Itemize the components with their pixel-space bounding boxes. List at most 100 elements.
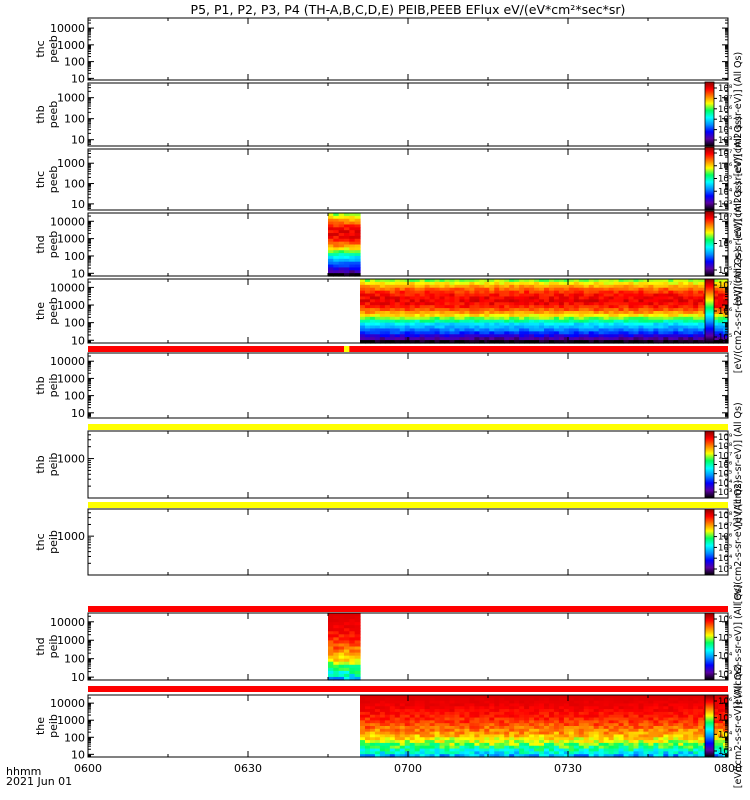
spectrogram-cell	[519, 322, 525, 327]
spectrogram-cell	[449, 337, 456, 341]
spectrogram-cell	[673, 720, 679, 724]
spectrogram-cell	[563, 706, 570, 710]
spectrogram-cell	[394, 293, 401, 298]
spectrogram-cell	[354, 264, 361, 269]
spectrogram-cell	[638, 290, 645, 295]
spectrogram-cell	[328, 622, 334, 626]
spectrogram-cell	[558, 299, 565, 303]
spectrogram-cell	[723, 313, 729, 318]
spectrogram-cell	[434, 302, 441, 306]
spectrogram-cell	[509, 281, 515, 286]
spectrogram-cell	[434, 740, 441, 744]
spectrogram-cell	[623, 734, 630, 738]
spectrogram-cell	[424, 340, 431, 344]
spectrogram-panel	[87, 508, 729, 576]
spectrogram-cell	[558, 328, 565, 332]
spectrogram-cell	[504, 334, 510, 338]
spectrogram-cell	[333, 652, 340, 657]
spectrogram-cell	[548, 723, 555, 727]
spectrogram-cell	[379, 714, 386, 719]
spectrogram-cell	[673, 299, 679, 303]
spectrogram-cell	[394, 740, 401, 744]
spectrogram-cell	[434, 723, 441, 727]
spectrogram-cell	[404, 726, 411, 730]
spectrogram-cell	[663, 742, 669, 747]
spectrogram-cell	[494, 331, 500, 335]
y-tick-label: 1000	[57, 157, 85, 170]
spectrogram-cell	[494, 697, 500, 702]
spectrogram-cell	[573, 740, 580, 744]
spectrogram-cell	[479, 728, 485, 733]
spectrogram-cell	[608, 308, 615, 312]
spectrogram-cell	[469, 706, 475, 710]
spectrogram-cell	[578, 706, 585, 710]
spectrogram-cell	[534, 751, 540, 755]
spectrogram-cell	[598, 322, 605, 327]
spectrogram-cell	[434, 334, 441, 338]
spectrogram-cell	[673, 754, 679, 758]
spectrogram-cell	[623, 745, 630, 750]
spectrogram-cell	[713, 308, 719, 312]
spectrogram-cell	[553, 311, 560, 315]
spectrogram-cell	[548, 287, 555, 292]
spectrogram-cell	[509, 337, 515, 341]
spectrogram-cell	[568, 279, 575, 283]
spectrogram-cell	[578, 717, 585, 721]
spectrogram-cell	[328, 625, 334, 629]
spectrogram-cell	[364, 284, 371, 289]
spectrogram-cell	[539, 728, 545, 733]
spectrogram-cell	[653, 751, 659, 755]
spectrogram-cell	[603, 340, 610, 344]
spectrogram-cell	[519, 711, 525, 716]
spectrogram-cell	[509, 740, 515, 744]
spectrogram-cell	[389, 751, 396, 755]
spectrogram-cell	[414, 325, 421, 330]
spectrogram-cell	[628, 302, 635, 306]
spectrogram-cell	[633, 720, 640, 724]
spectrogram-cell	[364, 340, 371, 344]
spectrogram-cell	[444, 751, 451, 755]
spectrogram-cell	[474, 695, 480, 699]
spectrogram-cell	[638, 337, 645, 341]
spectrogram-cell	[688, 331, 694, 335]
spectrogram-cell	[414, 740, 421, 744]
spectrogram-cell	[379, 334, 386, 338]
spectrogram-cell	[504, 299, 510, 303]
spectrogram-cell	[688, 287, 694, 292]
spectrogram-cell	[608, 703, 615, 707]
spectrogram-cell	[688, 302, 694, 306]
spectrogram-cell	[399, 308, 406, 312]
spectrogram-cell	[653, 703, 659, 707]
spectrogram-cell	[553, 728, 560, 733]
spectrogram-cell	[469, 697, 475, 702]
spectrogram-cell	[419, 723, 426, 727]
spectrogram-cell	[429, 720, 436, 724]
spectrogram-cell	[723, 328, 729, 332]
spectrogram-cell	[598, 754, 605, 758]
spectrogram-cell	[628, 745, 635, 750]
spectrogram-cell	[469, 717, 475, 721]
spectrogram-cell	[568, 311, 575, 315]
spectrogram-cell	[673, 331, 679, 335]
spectrogram-cell	[464, 717, 470, 721]
spectrogram-cell	[484, 313, 490, 318]
spectrogram-cell	[479, 340, 485, 344]
spectrogram-cell	[673, 731, 679, 736]
spectrogram-cell	[688, 714, 694, 719]
spectrogram-cell	[539, 279, 545, 283]
spectrogram-cell	[469, 281, 475, 286]
spectrogram-cell	[553, 319, 560, 324]
y-tick-label: 1000	[57, 714, 85, 727]
spectrogram-cell	[544, 328, 550, 332]
spectrogram-cell	[333, 253, 340, 257]
spectrogram-cell	[623, 340, 630, 344]
spectrogram-cell	[394, 709, 401, 713]
spectrogram-cell	[509, 754, 515, 758]
spectrogram-cell	[698, 290, 704, 295]
spectrogram-cell	[454, 334, 461, 338]
spectrogram-cell	[598, 299, 605, 303]
spectrogram-cell	[563, 700, 570, 705]
spectrogram-cell	[338, 238, 345, 243]
spectrogram-cell	[534, 745, 540, 750]
spectrogram-cell	[653, 734, 659, 738]
